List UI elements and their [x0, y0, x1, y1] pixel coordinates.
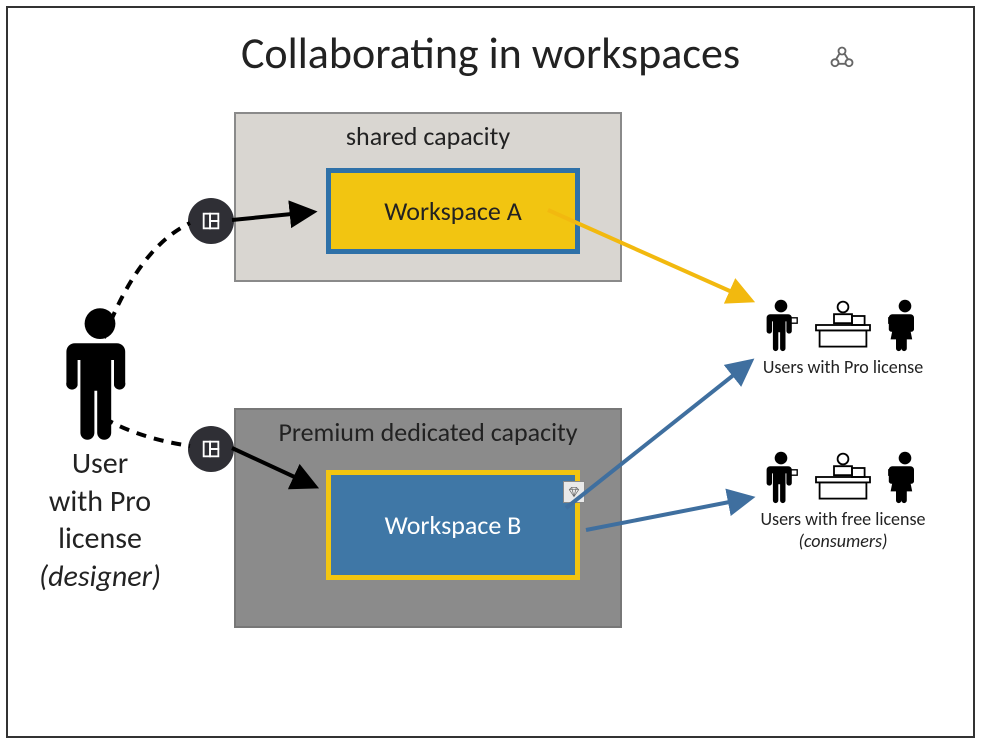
- arrow-user-to-top-badge: [104, 223, 190, 338]
- arrow-workspace-a-to-pro: [548, 210, 750, 300]
- arrow-user-to-bottom-badge: [104, 418, 190, 446]
- diagram-canvas: Collaborating in workspaces shared capac…: [6, 6, 975, 738]
- arrow-workspace-b-to-free: [586, 498, 750, 530]
- arrow-overlay: [8, 8, 977, 740]
- arrow-badge-to-workspace-a: [232, 212, 312, 220]
- arrow-badge-to-workspace-b: [232, 448, 314, 486]
- arrow-workspace-b-to-pro: [566, 362, 750, 508]
